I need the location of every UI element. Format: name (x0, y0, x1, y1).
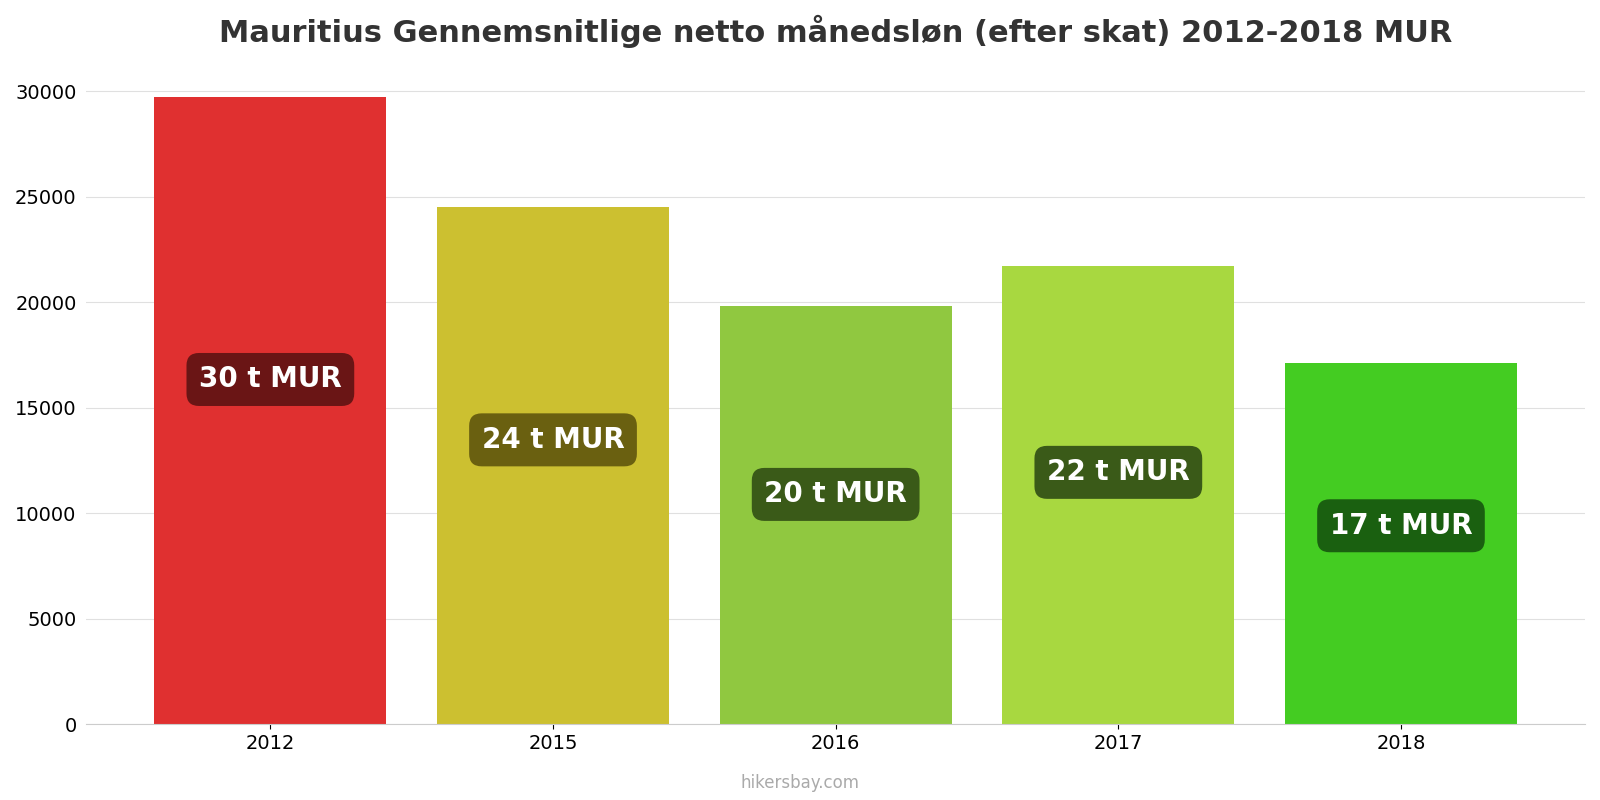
Bar (1003, 266, 1234, 724)
Title: Mauritius Gennemsnitlige netto månedsløn (efter skat) 2012-2018 MUR: Mauritius Gennemsnitlige netto månedsløn… (219, 15, 1453, 48)
Text: 22 t MUR: 22 t MUR (1046, 458, 1190, 486)
Bar (1285, 363, 1517, 724)
Text: hikersbay.com: hikersbay.com (741, 774, 859, 792)
Text: 20 t MUR: 20 t MUR (765, 481, 907, 509)
Bar (155, 98, 386, 724)
Bar (437, 207, 669, 724)
Bar (720, 306, 952, 724)
Text: 30 t MUR: 30 t MUR (198, 366, 342, 394)
Text: 24 t MUR: 24 t MUR (482, 426, 624, 454)
Text: 17 t MUR: 17 t MUR (1330, 512, 1472, 540)
